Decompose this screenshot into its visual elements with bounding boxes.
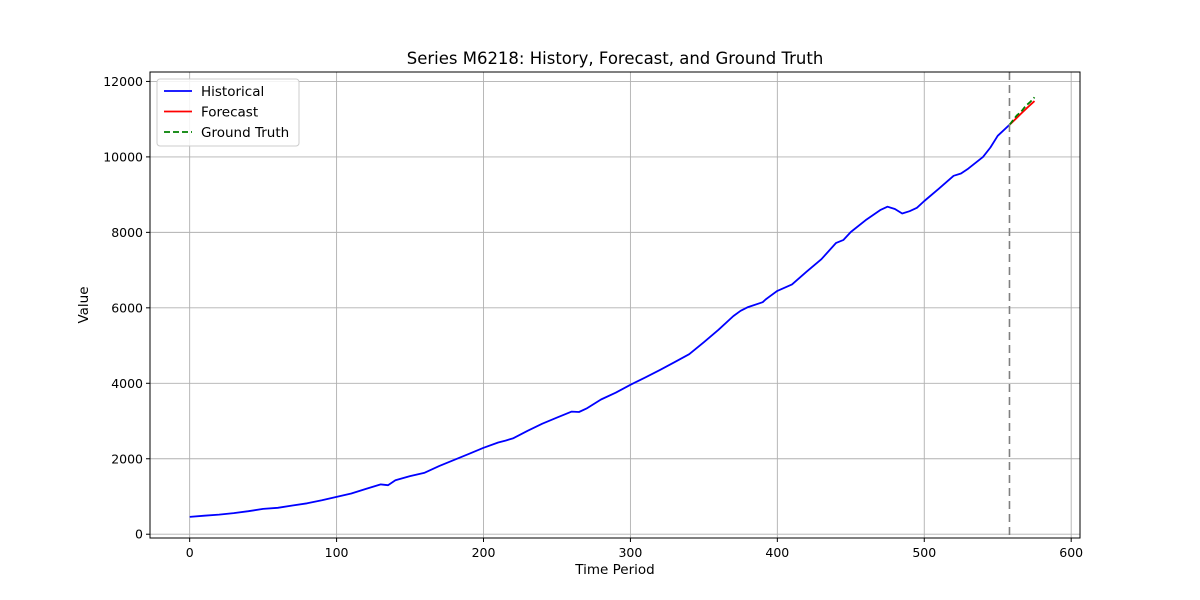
y-tick-label: 10000: [103, 149, 143, 164]
y-tick-label: 2000: [111, 451, 143, 466]
series-line-historical: [189, 124, 1011, 518]
y-tick-label: 0: [135, 527, 143, 542]
legend: Historical Forecast Ground Truth: [156, 78, 300, 147]
x-tick-label: 100: [325, 545, 349, 560]
plot-frame: [149, 71, 1081, 539]
y-tick-label: 12000: [103, 74, 143, 89]
grid-lines: [150, 72, 1080, 538]
series-layer: [189, 96, 1036, 518]
legend-label-forecast: Forecast: [201, 105, 258, 121]
y-tick-label: 8000: [111, 225, 143, 240]
x-tick-label: 300: [618, 545, 642, 560]
legend-label-ground-truth: Ground Truth: [201, 125, 289, 141]
legend-label-historical: Historical: [201, 84, 264, 100]
x-tick-label: 200: [472, 545, 496, 560]
x-tick-label: 0: [186, 545, 194, 560]
y-tick-label: 6000: [111, 300, 143, 315]
x-tick-label: 400: [765, 545, 789, 560]
series-line-ground-truth: [1008, 96, 1036, 126]
y-axis-label: Value: [76, 286, 92, 323]
axis-ticks: 0 100 200 300 400 500 600020004000600080001000…: [103, 74, 1083, 560]
chart-title: Series M6218: History, Forecast, and Gro…: [407, 49, 824, 68]
x-tick-label: 500: [912, 545, 936, 560]
legend-box: [156, 78, 300, 147]
x-axis-label: Time Period: [574, 562, 654, 578]
x-tick-label: 600: [1059, 545, 1083, 560]
y-tick-label: 4000: [111, 376, 143, 391]
